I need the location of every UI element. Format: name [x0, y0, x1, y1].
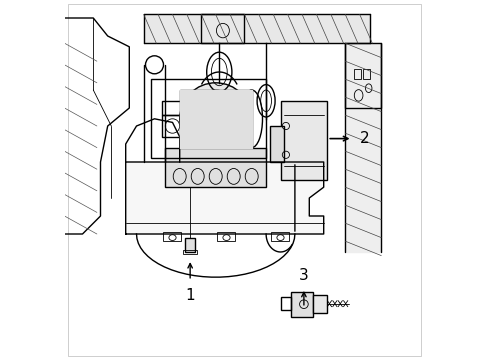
- Bar: [291, 292, 312, 317]
- Bar: [165, 148, 265, 187]
- Bar: [163, 232, 181, 241]
- Polygon shape: [125, 162, 323, 234]
- Bar: [151, 79, 265, 158]
- Bar: [354, 69, 360, 79]
- Bar: [269, 126, 284, 162]
- Bar: [280, 297, 291, 310]
- Bar: [363, 69, 369, 79]
- Bar: [345, 43, 381, 108]
- Bar: [162, 101, 181, 115]
- Bar: [280, 101, 326, 180]
- Bar: [162, 115, 181, 137]
- Bar: [179, 90, 251, 148]
- Text: 2: 2: [359, 131, 368, 146]
- Bar: [201, 14, 244, 43]
- Text: 3: 3: [299, 267, 308, 283]
- Bar: [183, 250, 197, 254]
- Text: 1: 1: [185, 288, 195, 303]
- Bar: [185, 238, 195, 252]
- Ellipse shape: [179, 83, 251, 155]
- Bar: [217, 232, 235, 241]
- Bar: [312, 295, 326, 313]
- Bar: [271, 232, 289, 241]
